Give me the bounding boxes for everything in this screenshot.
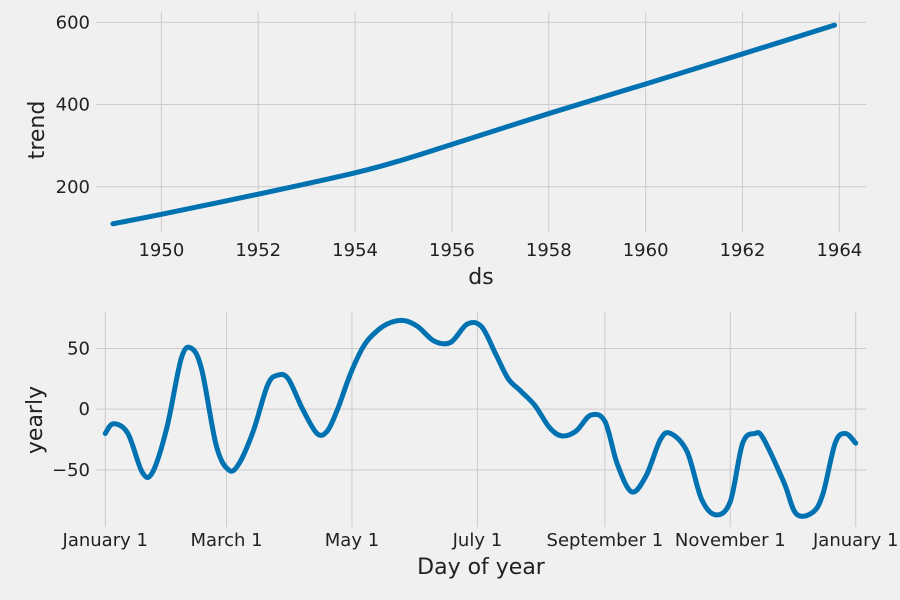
yearly-y-axis-label: yearly [23, 386, 48, 454]
trend-x-tick-labels: 1950 1952 1954 1956 1958 1960 1962 1964 [138, 240, 862, 261]
yearly-x-tick-label: November 1 [675, 530, 786, 551]
yearly-line [102, 317, 859, 519]
yearly-x-tick-label: January 1 [812, 530, 898, 551]
trend-y-tick-label: 200 [56, 177, 90, 198]
trend-x-axis-label: ds [468, 265, 493, 290]
yearly-x-tick-label: September 1 [547, 530, 664, 551]
yearly-plot-area [96, 312, 866, 527]
trend-line [110, 22, 838, 227]
trend-x-tick-label: 1952 [235, 240, 281, 261]
yearly-x-tick-label: May 1 [325, 530, 379, 551]
yearly-y-tick-label: 50 [67, 338, 90, 359]
trend-panel: 1950 1952 1954 1956 1958 1960 1962 1964 200 400 6… [25, 12, 866, 290]
yearly-x-tick-label: July 1 [452, 530, 503, 551]
trend-y-axis-label: trend [25, 101, 50, 160]
yearly-series [102, 317, 859, 519]
yearly-x-axis-label: Day of year [417, 555, 546, 580]
trend-x-tick-label: 1954 [332, 240, 378, 261]
trend-x-tick-label: 1950 [138, 240, 184, 261]
trend-x-tick-label: 1964 [816, 240, 862, 261]
yearly-x-tick-label: March 1 [191, 530, 263, 551]
yearly-y-tick-label: 0 [79, 399, 90, 420]
yearly-y-tick-label: −50 [52, 460, 90, 481]
yearly-x-tick-labels: January 1 March 1 May 1 July 1 September 1 No… [62, 530, 899, 551]
yearly-y-tick-labels: 50 0 −50 [52, 338, 90, 480]
yearly-x-tick-label: January 1 [62, 530, 148, 551]
trend-y-tick-labels: 200 400 600 [56, 12, 90, 197]
trend-grid [96, 12, 866, 232]
trend-x-tick-label: 1960 [623, 240, 669, 261]
trend-x-tick-label: 1958 [526, 240, 572, 261]
trend-y-tick-label: 400 [56, 95, 90, 116]
trend-series [110, 22, 838, 227]
trend-x-tick-label: 1956 [429, 240, 475, 261]
yearly-panel: January 1 March 1 May 1 July 1 September 1 No… [23, 312, 898, 580]
trend-y-tick-label: 600 [56, 12, 90, 33]
trend-plot-area [96, 12, 866, 232]
trend-x-tick-label: 1962 [720, 240, 766, 261]
